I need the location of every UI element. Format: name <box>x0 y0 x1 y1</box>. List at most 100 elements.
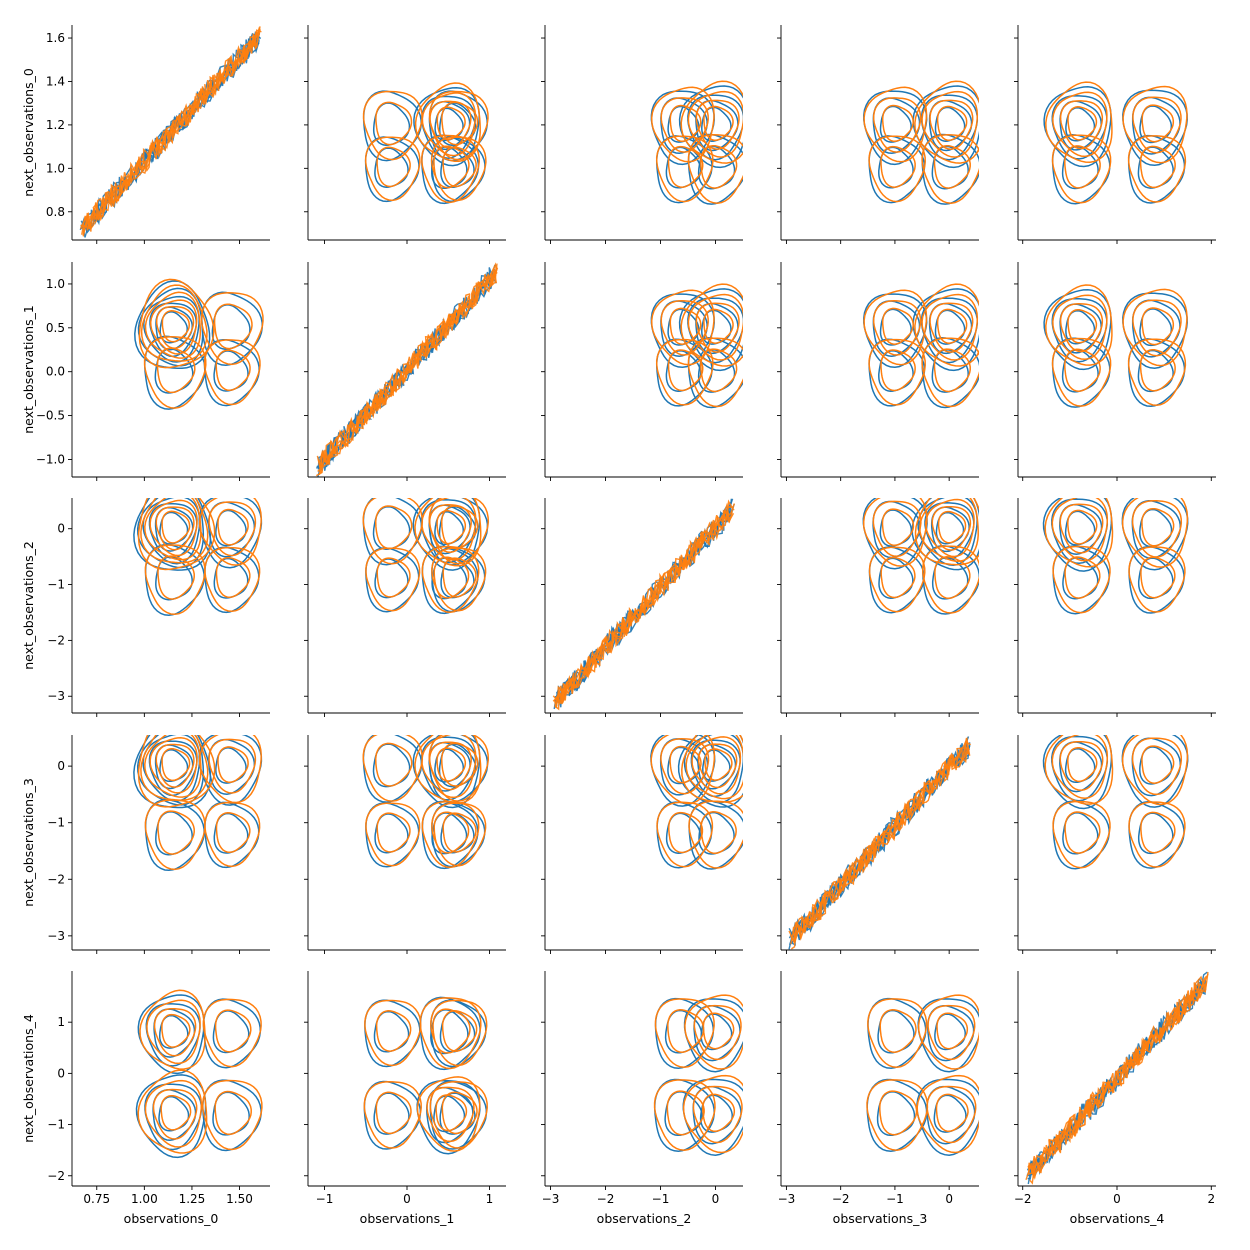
plot-area <box>1042 735 1189 870</box>
kde-contour-a <box>695 302 739 355</box>
plot-area <box>79 26 262 238</box>
kde-contour-a <box>149 302 198 358</box>
plot-area <box>552 498 736 711</box>
kde-contour-a <box>215 509 247 547</box>
kde-contour-a <box>1059 100 1102 151</box>
kde-contour-b <box>146 999 201 1065</box>
kde-contour-b <box>1140 556 1176 599</box>
kde-contour-b <box>157 555 195 600</box>
subplot-r2-c0: −3 −2 −1 0 next_observations_2 <box>21 498 270 717</box>
x-tick-label: 0 <box>945 1192 953 1206</box>
kde-contour-a <box>659 738 709 796</box>
kde-contour-b <box>687 337 743 408</box>
diagonal-trace-b <box>316 268 498 474</box>
kde-contour-b <box>436 509 467 545</box>
kde-contour-a <box>868 135 926 204</box>
kde-contour-b <box>687 134 743 204</box>
kde-contour-b <box>700 811 737 855</box>
kde-contour-b <box>1052 800 1111 869</box>
kde-contour-a <box>207 501 256 558</box>
kde-contour-a <box>1059 303 1102 354</box>
kde-contour-b <box>161 510 191 544</box>
kde-contour-b <box>1127 338 1187 407</box>
kde-contour-b <box>153 1008 197 1057</box>
kde-contour-b <box>868 338 926 406</box>
x-tick-label: −2 <box>1014 1192 1032 1206</box>
plot-area <box>1043 284 1188 408</box>
y-tick-label: −1 <box>47 816 65 830</box>
x-tick-label: −3 <box>542 1192 560 1206</box>
kde-contour-a <box>202 998 262 1069</box>
kde-contour-b <box>414 735 482 804</box>
kde-contour-b <box>421 92 477 157</box>
kde-contour-a <box>1131 737 1182 797</box>
y-tick-label: −2 <box>47 633 65 647</box>
kde-contour-a <box>660 300 708 357</box>
plot-area <box>133 735 263 872</box>
y-tick-label: −2 <box>47 1169 65 1183</box>
y-tick-label: 1 <box>57 1015 65 1029</box>
kde-contour-a <box>374 813 409 854</box>
kde-contour-b <box>688 800 743 869</box>
y-tick-label: −1 <box>47 1118 65 1132</box>
kde-contour-b <box>927 1004 976 1061</box>
kde-contour-a <box>421 800 479 870</box>
kde-contour-a <box>433 1095 466 1133</box>
kde-contour-b <box>926 1085 977 1144</box>
kde-contour-b <box>426 1086 475 1143</box>
subplot-r4-c4: −2 0 2 observations_4 <box>1014 971 1216 1226</box>
subplot-r4-c2: −3 −2 −1 0 observations_2 <box>541 971 743 1226</box>
kde-contour-a <box>1061 145 1099 190</box>
kde-contour-a <box>372 743 411 788</box>
kde-contour-b <box>160 1094 192 1131</box>
kde-contour-b <box>137 1069 208 1154</box>
kde-contour-b <box>208 738 257 794</box>
kde-contour-b <box>935 1093 969 1133</box>
y-tick-label: 1.0 <box>46 277 65 291</box>
kde-contour-a <box>372 505 411 550</box>
subplot-r3-c1 <box>304 735 506 954</box>
kde-contour-a <box>431 812 468 855</box>
x-tick-label: 1.00 <box>131 1192 158 1206</box>
kde-contour-b <box>149 299 198 355</box>
kde-contour-b <box>442 812 477 853</box>
plot-area <box>135 989 263 1159</box>
plot-area <box>1043 81 1188 205</box>
kde-contour-b <box>879 1009 917 1053</box>
kde-contour-a <box>421 545 479 615</box>
kde-contour-b <box>1121 498 1189 568</box>
kde-contour-b <box>161 747 191 782</box>
kde-contour-b <box>1121 735 1189 806</box>
subplot-r4-c1: −1 0 1 observations_1 <box>304 971 506 1226</box>
x-tick-label: 2 <box>1207 1192 1215 1206</box>
kde-contour-b <box>931 505 972 551</box>
kde-contour-b <box>375 101 413 146</box>
kde-contour-b <box>868 135 926 203</box>
kde-contour-b <box>213 303 253 350</box>
kde-contour-b <box>872 97 922 153</box>
kde-contour-b <box>441 1010 478 1052</box>
kde-contour-b <box>431 802 487 867</box>
kde-contour-b <box>866 1079 929 1151</box>
kde-contour-b <box>702 1093 736 1133</box>
kde-contour-b <box>660 97 709 153</box>
kde-contour-a <box>1128 546 1185 614</box>
subplot-r4-c3: −3 −2 −1 0 observations_3 <box>777 971 979 1226</box>
kde-contour-a <box>213 812 249 854</box>
kde-contour-b <box>362 498 424 565</box>
kde-contour-b <box>1052 545 1111 614</box>
x-tick-label: 0.75 <box>83 1192 110 1206</box>
y-tick-label: 0 <box>57 522 65 536</box>
kde-contour-b <box>916 1074 979 1154</box>
kde-contour-b <box>660 738 710 795</box>
kde-contour-b <box>1128 546 1186 613</box>
kde-contour-b <box>1051 337 1112 407</box>
kde-contour-b <box>656 801 714 868</box>
kde-contour-b <box>365 802 421 867</box>
kde-contour-a <box>660 97 708 155</box>
diagonal-trace-b <box>555 512 735 705</box>
y-tick-label: −2 <box>47 872 65 886</box>
diagonal-trace-b <box>317 266 498 472</box>
x-tick-label: 0 <box>712 1192 720 1206</box>
x-tick-label: −1 <box>886 1192 904 1206</box>
